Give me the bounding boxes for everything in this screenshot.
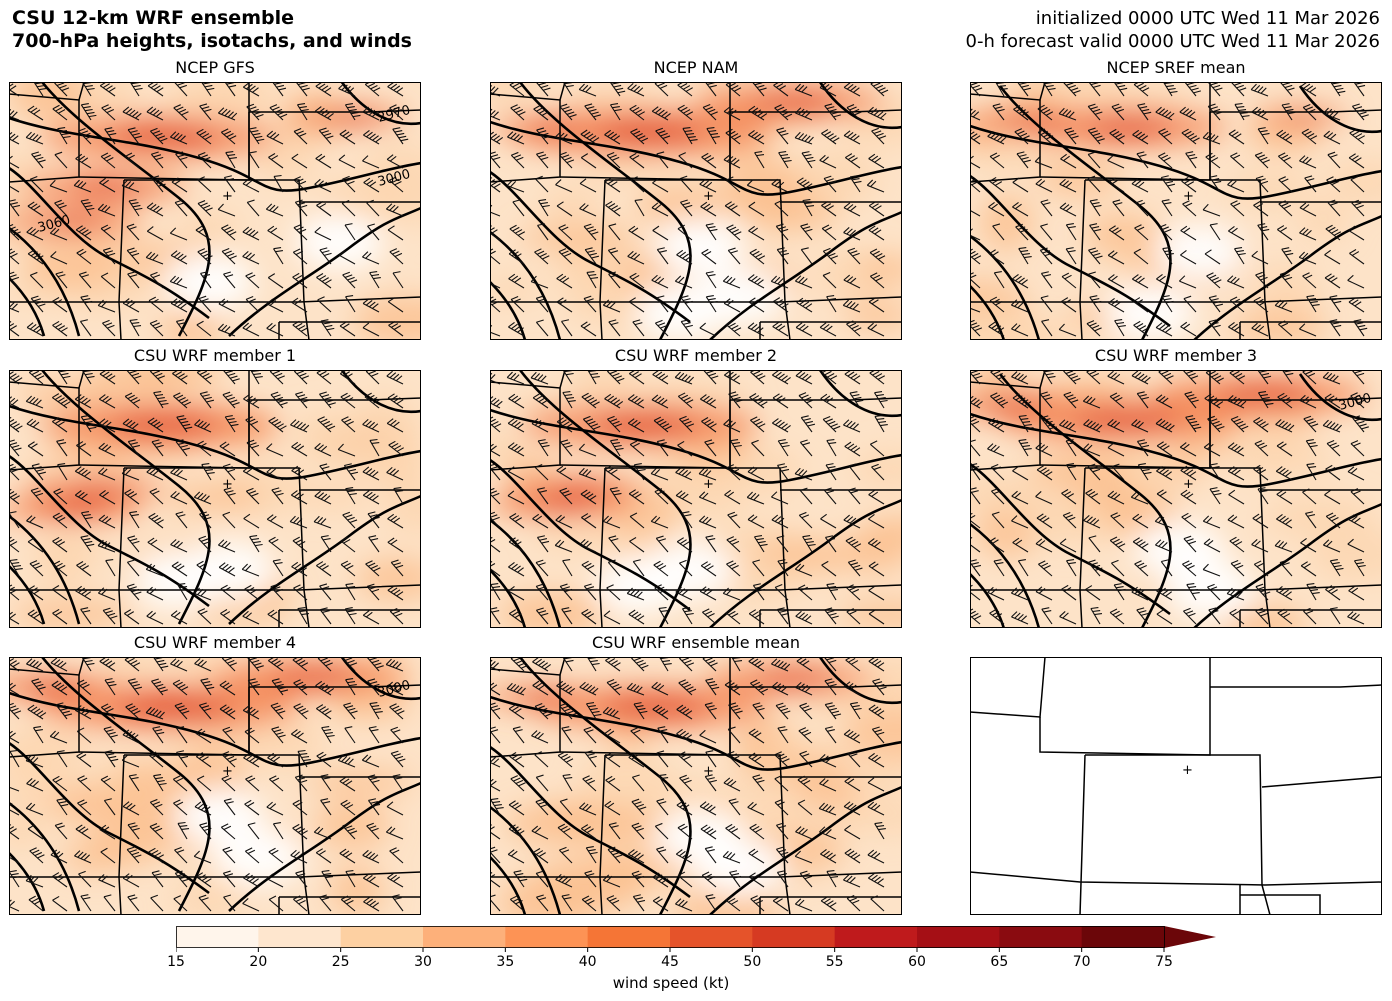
colorbar-label: wind speed (kt) — [612, 974, 730, 992]
colorbar-bar — [176, 926, 1216, 952]
title-line-2: 700-hPa heights, isotachs, and winds — [12, 30, 412, 52]
station-marker-icon: + — [703, 764, 714, 779]
colorbar-tick-label: 40 — [578, 954, 597, 970]
colorbar-tick-label: 50 — [743, 954, 762, 970]
wind-barbs — [490, 370, 888, 625]
colorbar-segment — [258, 926, 342, 948]
colorbar-segment — [999, 926, 1083, 948]
colorbar-tick-label: 75 — [1155, 954, 1173, 970]
colorbar-segment — [1081, 926, 1165, 948]
colorbar-tick-label: 45 — [661, 954, 679, 970]
panel-frame — [9, 370, 421, 628]
height-contours — [490, 82, 902, 340]
height-contours — [9, 657, 421, 912]
panel-frame — [490, 370, 902, 628]
wind-barbs — [9, 82, 409, 337]
panel-frame — [970, 82, 1382, 340]
panel-ncep-nam: NCEP NAM + — [490, 58, 902, 340]
init-time-label: initialized 0000 UTC Wed 11 Mar 2026 — [1035, 8, 1380, 29]
map-svg: + — [490, 370, 902, 628]
panel-title: NCEP SREF mean — [1106, 58, 1246, 77]
panel-csu-member-1: CSU WRF member 1 + — [9, 346, 421, 628]
map-svg: + — [9, 370, 421, 628]
wind-barbs — [490, 657, 887, 912]
wind-barbs — [9, 657, 406, 912]
map-svg: + — [490, 657, 902, 915]
colorbar-segment — [505, 926, 589, 948]
colorbar-tick-label: 25 — [331, 954, 350, 970]
panel-reference-map: + — [970, 657, 1382, 915]
map-svg: +3000 — [970, 370, 1382, 628]
station-marker-icon: + — [1182, 763, 1193, 778]
colorbar-segment — [752, 926, 836, 948]
valid-time-label: 0-h forecast valid 0000 UTC Wed 11 Mar 2… — [965, 31, 1380, 52]
station-marker-icon: + — [1183, 477, 1194, 492]
colorbar-tick-label: 30 — [414, 954, 432, 970]
colorbar-segment — [917, 926, 1000, 948]
map-svg: + — [490, 82, 902, 340]
panel-frame — [490, 657, 902, 915]
map-svg: + — [970, 657, 1382, 915]
panel-title: CSU WRF member 2 — [614, 346, 778, 365]
colorbar-segment — [587, 926, 671, 948]
panel-title: CSU WRF member 4 — [133, 633, 297, 652]
map-svg: +3000 — [9, 657, 421, 915]
title-line-1: CSU 12-km WRF ensemble — [12, 7, 294, 29]
panel-csu-member-4: CSU WRF member 4 +3000 — [9, 633, 421, 915]
panel-frame — [9, 82, 421, 340]
panel-title: CSU WRF ensemble mean — [591, 633, 800, 652]
wind-barbs — [970, 82, 1369, 337]
wind-barbs — [9, 370, 404, 625]
colorbar-tick-label: 20 — [249, 954, 268, 970]
height-contours — [970, 85, 1382, 340]
panel-title: NCEP GFS — [175, 58, 255, 77]
colorbar-segment — [176, 926, 259, 948]
panel-frame — [970, 657, 1382, 915]
station-marker-icon: + — [222, 477, 233, 492]
panel-frame — [9, 657, 421, 915]
colorbar-tick-label: 15 — [167, 954, 185, 970]
colorbar-tick-label: 65 — [990, 954, 1009, 970]
panel-title: NCEP NAM — [653, 58, 739, 77]
chart-title: CSU 12-km WRF ensemble 700-hPa heights, … — [12, 7, 412, 53]
panel-title: CSU WRF member 1 — [133, 346, 297, 365]
forecast-info: initialized 0000 UTC Wed 11 Mar 2026 0-h… — [966, 7, 1380, 53]
state-boundaries — [9, 82, 421, 340]
map-svg: + — [970, 82, 1382, 340]
colorbar-segment — [670, 926, 753, 948]
colorbar-segment — [340, 926, 424, 948]
panel-csu-member-3: CSU WRF member 3 +3000 — [970, 346, 1382, 628]
panel-frame — [490, 82, 902, 340]
colorbar-tick-label: 55 — [825, 954, 844, 970]
panel-csu-ensemble-mean: CSU WRF ensemble mean + — [490, 633, 902, 915]
panel-ncep-gfs: NCEP GFS +2970 3000 3060 — [9, 58, 421, 340]
panel-title: CSU WRF member 3 — [1094, 346, 1258, 365]
panel-ncep-sref-mean: NCEP SREF mean + — [970, 58, 1382, 340]
colorbar-tick-label: 70 — [1072, 954, 1091, 970]
station-marker-icon: + — [703, 477, 714, 492]
wind-barbs — [970, 370, 1369, 625]
colorbar: 15 20 25 30 35 40 45 50 55 60 65 70 75 wind speed (k… — [167, 926, 1216, 992]
colorbar-tick-label: 60 — [908, 954, 926, 970]
colorbar-tick-label: 35 — [496, 954, 515, 970]
colorbar-extend-arrow — [1164, 926, 1216, 948]
station-marker-icon: + — [703, 189, 714, 204]
panel-csu-member-2: CSU WRF member 2 + — [490, 346, 902, 628]
height-contours — [970, 373, 1382, 628]
colorbar-segment — [423, 926, 506, 948]
panel-frame — [970, 370, 1382, 628]
colorbar-segment — [834, 926, 918, 948]
wind-barbs — [490, 82, 889, 337]
station-marker-icon: + — [222, 189, 233, 204]
state-boundaries — [970, 657, 1382, 915]
station-marker-icon: + — [222, 764, 233, 779]
station-marker-icon: + — [1183, 189, 1194, 204]
